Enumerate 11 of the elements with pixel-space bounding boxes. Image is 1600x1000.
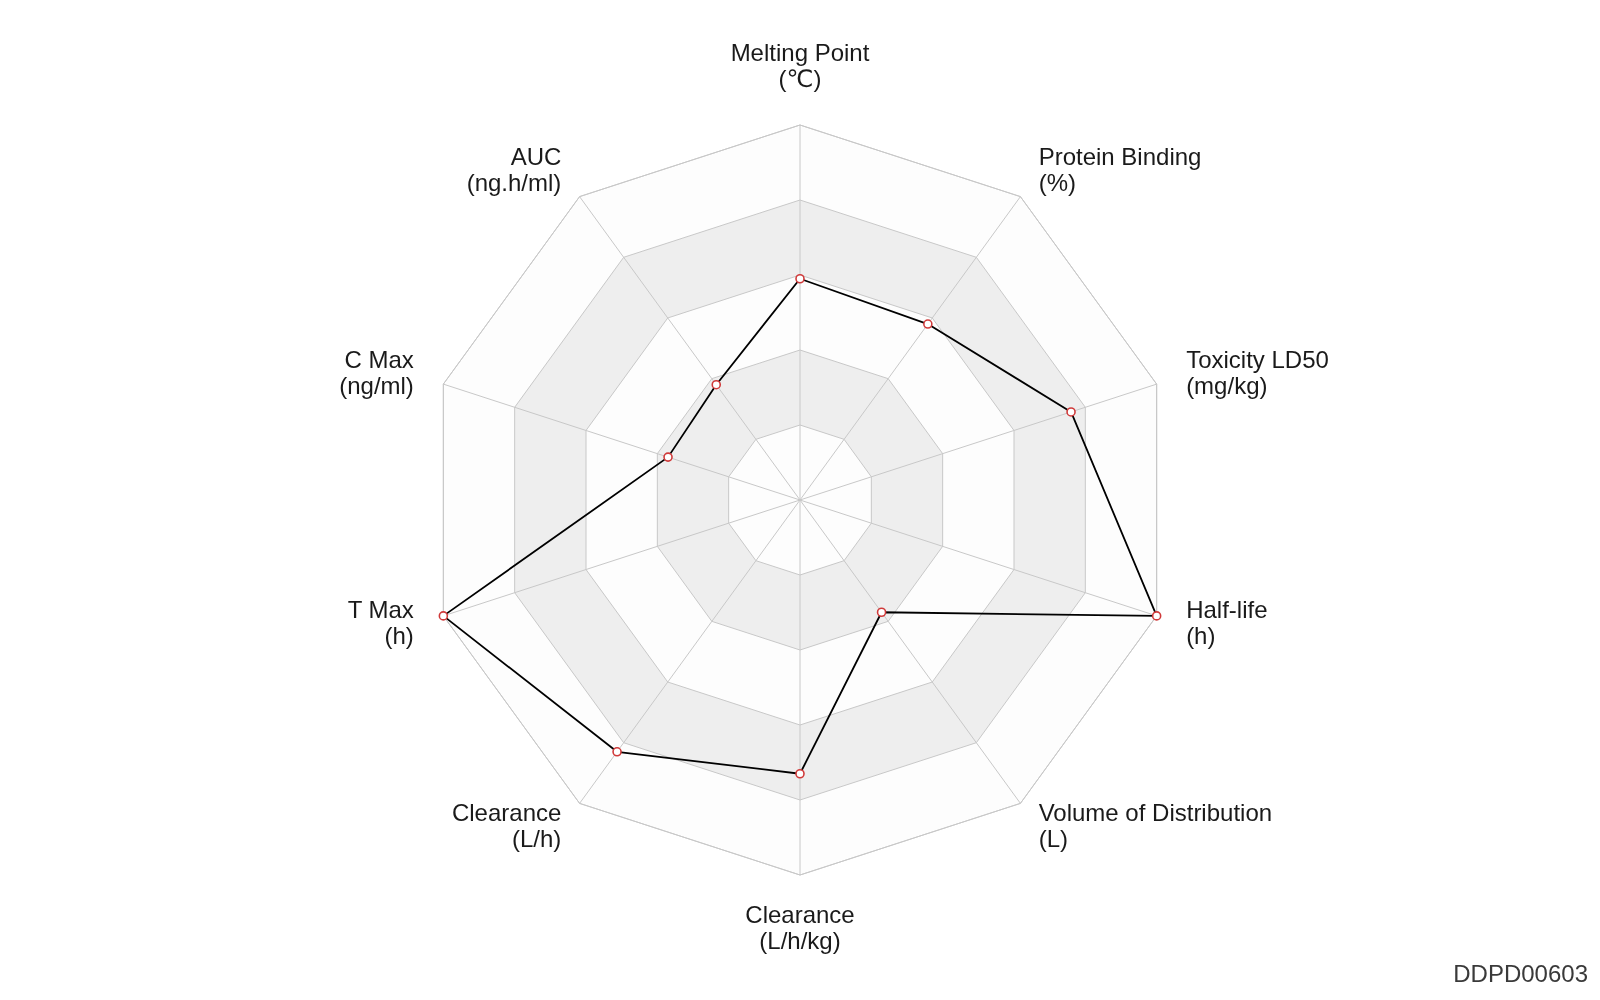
spoke-label: C Max (ng/ml) [339, 345, 414, 399]
spoke-label: Clearance (L/h/kg) [745, 901, 855, 954]
spoke-label: Volume of Distribution (L) [1038, 799, 1273, 853]
spoke-label: AUC (ng.h/ml) [466, 142, 562, 196]
spoke-label: Protein Binding (%) [1038, 142, 1202, 196]
spoke-label: T Max (h) [347, 596, 414, 650]
spoke-label: Melting Point (℃) [730, 39, 870, 92]
text: DDPD00603 [1453, 960, 1588, 988]
spoke-label: Half-life (h) [1186, 596, 1268, 650]
spoke-label: Toxicity LD50 (mg/kg) [1186, 345, 1329, 399]
spoke-label: Clearance (L/h) [451, 799, 562, 853]
